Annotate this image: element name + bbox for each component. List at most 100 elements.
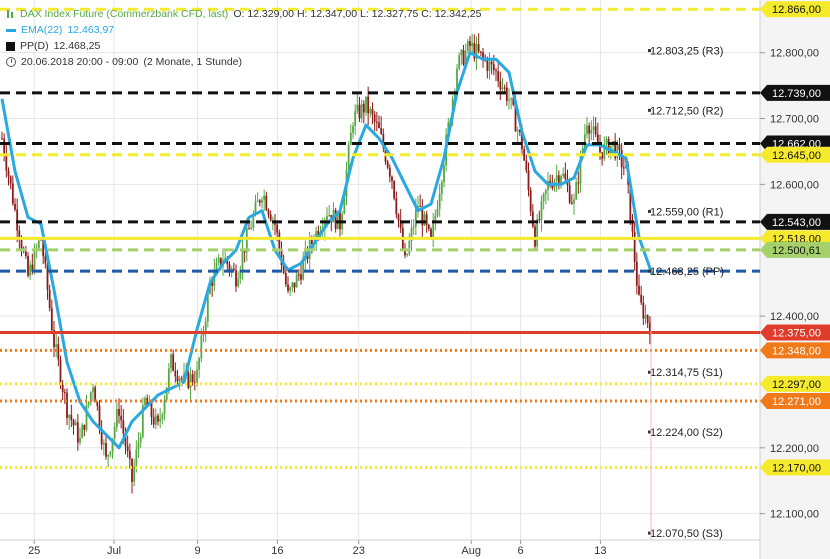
candle-body xyxy=(397,214,400,221)
candle-body xyxy=(490,61,493,65)
candle-body xyxy=(24,251,27,257)
candle-body xyxy=(107,454,110,457)
candle-body xyxy=(575,182,578,200)
candle-body xyxy=(70,414,73,421)
candle-body xyxy=(289,287,292,291)
candle-body xyxy=(438,193,441,209)
candle-body xyxy=(482,52,484,58)
candle-body xyxy=(432,222,435,238)
candle-body xyxy=(102,443,105,445)
candle-body xyxy=(74,422,77,426)
candle-body xyxy=(33,249,36,272)
candle-body xyxy=(94,387,97,403)
candle-body xyxy=(180,378,183,380)
candle-body xyxy=(395,198,398,215)
level-badge-label: 12.866,00 xyxy=(772,4,821,16)
candle-body xyxy=(583,134,586,148)
candle-body xyxy=(497,71,500,81)
candle-body xyxy=(9,176,12,184)
candle-body xyxy=(495,70,497,72)
level-marker xyxy=(648,370,651,374)
candle-body xyxy=(135,449,138,467)
candle-body xyxy=(81,424,84,439)
candle-body xyxy=(124,433,127,447)
candle-body xyxy=(20,240,23,250)
candle-body xyxy=(644,315,647,319)
candle-body xyxy=(443,165,445,183)
candle-body xyxy=(128,450,131,459)
candle-body xyxy=(206,293,209,322)
candle-body xyxy=(31,264,34,272)
candle-body xyxy=(642,302,645,319)
candle-body xyxy=(562,173,565,177)
candle-body xyxy=(453,91,456,99)
candle-body xyxy=(120,415,123,421)
legend-pp-row: PP(D) 12.468,25 xyxy=(6,38,481,54)
candle-body xyxy=(42,238,45,257)
y-tick-label: 12.800,00 xyxy=(770,48,819,60)
ema-value: 12.463,97 xyxy=(67,24,115,36)
candle-body xyxy=(131,458,133,482)
level-badge-label: 12.739,00 xyxy=(772,88,821,100)
candle-body xyxy=(616,144,619,159)
candle-body xyxy=(63,391,66,393)
candle-body xyxy=(614,140,617,159)
level-badge xyxy=(760,84,830,101)
candle-body xyxy=(573,199,575,204)
candle-body xyxy=(191,374,194,382)
candle-body xyxy=(27,256,29,276)
candle-body xyxy=(146,398,149,406)
candle-body xyxy=(157,415,159,422)
candle-body xyxy=(48,289,51,309)
candle-body xyxy=(118,409,120,416)
level-badge xyxy=(760,1,830,18)
candle-body xyxy=(460,49,463,56)
level-badge xyxy=(760,459,830,476)
candle-body xyxy=(523,149,526,161)
candle-body xyxy=(464,51,467,65)
candle-body xyxy=(310,240,313,245)
candle-body xyxy=(37,240,40,249)
y-tick-label: 12.400,00 xyxy=(770,311,819,323)
clock-icon xyxy=(6,57,16,67)
candle-body xyxy=(267,210,270,215)
candle-body xyxy=(592,126,595,130)
candle-body xyxy=(521,132,523,150)
candle-body xyxy=(378,122,380,129)
candle-body xyxy=(540,201,543,220)
candle-body xyxy=(141,405,144,437)
candle-body xyxy=(159,418,162,422)
candle-body xyxy=(414,209,417,227)
candle-body xyxy=(421,206,424,226)
candle-body xyxy=(486,60,489,71)
candle-body xyxy=(358,104,361,119)
x-tick-label: 9 xyxy=(195,545,201,557)
candle-body xyxy=(633,231,636,262)
candle-body xyxy=(89,392,92,402)
candle-body xyxy=(3,138,6,156)
candle-body xyxy=(475,44,478,59)
level-badge-label: 12.297,00 xyxy=(772,379,821,391)
level-badge xyxy=(760,375,830,392)
candlestick-icon xyxy=(6,9,15,19)
candle-body xyxy=(343,196,346,214)
candle-body xyxy=(172,354,175,371)
candle-body xyxy=(393,180,396,199)
candle-body xyxy=(356,104,359,112)
candle-body xyxy=(276,224,279,233)
candle-body xyxy=(367,96,370,114)
candle-body xyxy=(284,272,287,285)
candle-body xyxy=(382,133,385,148)
candle-body xyxy=(245,228,248,253)
candle-body xyxy=(440,182,443,194)
candle-body xyxy=(516,130,519,132)
candle-body xyxy=(579,154,582,184)
candle-body xyxy=(219,257,222,267)
candle-body xyxy=(360,103,363,119)
level-badge xyxy=(760,342,830,359)
candle-body xyxy=(196,369,198,384)
candle-body xyxy=(83,424,86,430)
candle-body xyxy=(59,359,62,385)
candle-body xyxy=(375,121,378,123)
